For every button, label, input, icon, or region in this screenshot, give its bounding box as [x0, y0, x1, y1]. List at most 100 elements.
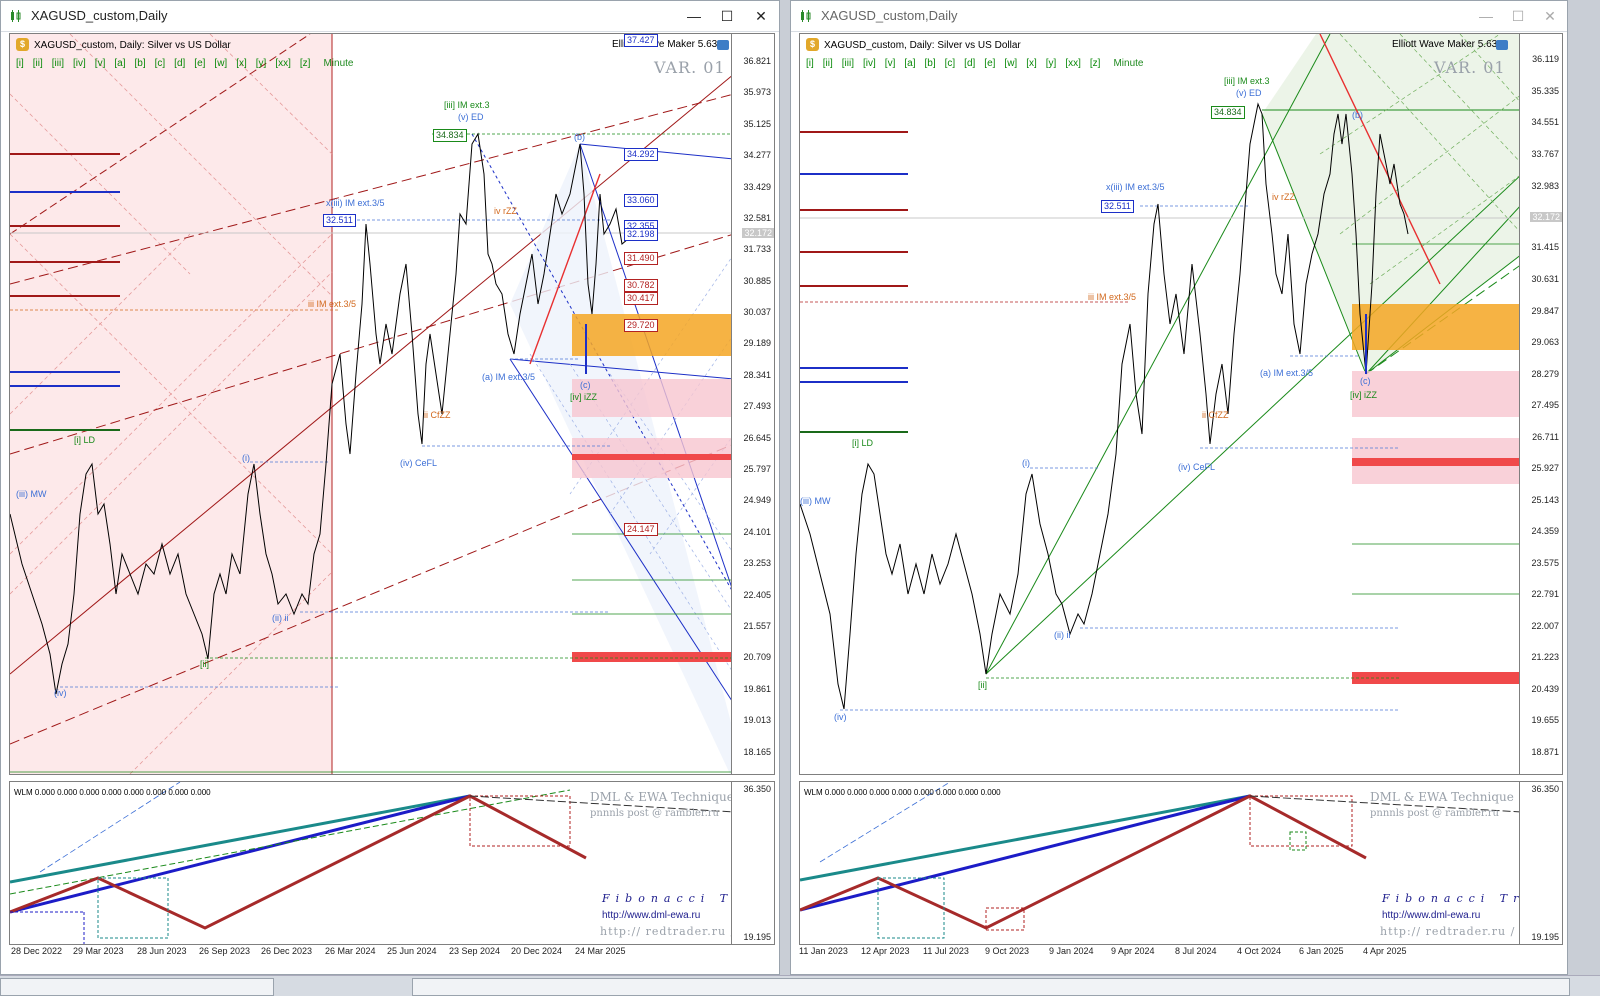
maximize-button[interactable]: ☐: [1511, 8, 1525, 24]
time-axis[interactable]: 28 Dec 2022 29 Mar 2023 28 Jun 2023 26 S…: [9, 946, 775, 962]
wave-label: (i): [1022, 458, 1030, 468]
wave-label: ii CfZZ: [1202, 410, 1229, 420]
wlm-plot[interactable]: [10, 782, 734, 944]
footer-link-redtrader[interactable]: http:// redtrader.ru /: [600, 925, 736, 938]
wave-button[interactable]: [b]: [924, 58, 936, 69]
candle-chart-icon: [11, 10, 21, 22]
price-tick: 29.189: [743, 338, 771, 348]
wave-button[interactable]: [x]: [1026, 58, 1037, 69]
date-tick: 26 Sep 2023: [199, 946, 251, 956]
price-tick: 24.949: [743, 495, 771, 505]
window-title: XAGUSD_custom,Daily: [821, 8, 958, 23]
indicator-name: Elliott Wave Maker 5.63: [612, 39, 718, 50]
sub-axis-tick: 36.350: [743, 784, 771, 794]
window-titlebar[interactable]: XAGUSD_custom,Daily — ☐ ✕: [791, 1, 1567, 32]
wave-button[interactable]: [v]: [94, 58, 106, 69]
wave-label: (ii) ii: [272, 613, 289, 623]
price-tick: 33.767: [1531, 149, 1559, 159]
chart-window-left[interactable]: XAGUSD_custom,Daily — ☐ ✕: [0, 0, 780, 975]
price-tick: 31.733: [743, 244, 771, 254]
minimize-button[interactable]: —: [687, 8, 701, 24]
price-series: [10, 132, 629, 695]
footer-link-dml[interactable]: http://www.dml-ewa.ru: [602, 910, 701, 921]
price-plot[interactable]: [800, 34, 1522, 774]
footer-link-dml[interactable]: http://www.dml-ewa.ru: [1382, 910, 1481, 921]
wave-button[interactable]: [xx]: [1065, 58, 1081, 69]
minute-degree-button[interactable]: Minute: [323, 58, 354, 69]
wave-label: ii CfZZ: [424, 410, 451, 420]
chart-tab[interactable]: [412, 978, 1570, 996]
price-tick: 20.439: [1531, 684, 1559, 694]
wave-label: (a) IM ext.3/5: [482, 372, 536, 382]
symbol-description: XAGUSD_custom, Daily: Silver vs US Dolla…: [34, 40, 231, 51]
level-label: 30.782: [624, 279, 658, 292]
close-button[interactable]: ✕: [1544, 8, 1556, 24]
price-tick: 28.341: [743, 370, 771, 380]
wave-button[interactable]: [w]: [214, 58, 228, 69]
wave-button[interactable]: [iii]: [51, 58, 65, 69]
indicator-subwindow[interactable]: WLM 0.000 0.000 0.000 0.000 0.000 0.000 …: [799, 781, 1563, 945]
level-label: 30.417: [624, 292, 658, 305]
price-tick: 30.037: [743, 307, 771, 317]
graduation-cap-icon[interactable]: [1496, 40, 1508, 50]
wave-button[interactable]: [iv]: [73, 58, 86, 69]
wlm-values: WLM 0.000 0.000 0.000 0.000 0.000 0.000 …: [14, 788, 211, 797]
wave-label: (v) ED: [1236, 88, 1262, 98]
chart-window-right[interactable]: XAGUSD_custom,Daily — ☐ ✕: [790, 0, 1568, 975]
price-tick: 29.063: [1531, 337, 1559, 347]
wlm-plot[interactable]: [800, 782, 1522, 944]
wave-button[interactable]: [ii]: [822, 58, 833, 69]
price-axis[interactable]: 36.119 35.335 34.551 33.767 32.983 32.17…: [1519, 34, 1562, 774]
wave-button[interactable]: [y]: [255, 58, 267, 69]
minimize-button[interactable]: —: [1479, 8, 1493, 24]
wave-button[interactable]: [xx]: [275, 58, 291, 69]
chart-main-pane[interactable]: $ XAGUSD_custom, Daily: Silver vs US Dol…: [9, 33, 775, 775]
wave-button[interactable]: [z]: [299, 58, 311, 69]
wave-button[interactable]: [iii]: [841, 58, 855, 69]
wave-button[interactable]: [e]: [194, 58, 206, 69]
wave-button[interactable]: [b]: [134, 58, 146, 69]
chart-tab[interactable]: [0, 978, 274, 996]
date-tick: 4 Oct 2024: [1237, 946, 1282, 956]
minute-degree-button[interactable]: Minute: [1113, 58, 1144, 69]
price-plot[interactable]: [10, 34, 734, 774]
window-titlebar[interactable]: XAGUSD_custom,Daily — ☐ ✕: [1, 1, 779, 32]
window-title: XAGUSD_custom,Daily: [31, 8, 168, 23]
symbol-description: XAGUSD_custom, Daily: Silver vs US Dolla…: [824, 40, 1021, 51]
wave-button[interactable]: [e]: [984, 58, 996, 69]
price-tick: 35.335: [1531, 86, 1559, 96]
date-tick: 8 Jul 2024: [1175, 946, 1217, 956]
chart-main-pane[interactable]: $ XAGUSD_custom, Daily: Silver vs US Dol…: [799, 33, 1563, 775]
wave-button[interactable]: [i]: [806, 58, 814, 69]
maximize-button[interactable]: ☐: [720, 8, 734, 24]
footer-link-redtrader[interactable]: http:// redtrader.ru /: [1380, 925, 1516, 938]
price-tick: 26.645: [743, 433, 771, 443]
price-tick: 30.631: [1531, 274, 1559, 284]
wave-button[interactable]: [x]: [236, 58, 247, 69]
wave-button[interactable]: [c]: [944, 58, 956, 69]
graduation-cap-icon[interactable]: [717, 40, 729, 50]
wave-button[interactable]: [ii]: [32, 58, 43, 69]
wave-button[interactable]: [a]: [114, 58, 126, 69]
footer-email: pnnnls post @ rambler.ru: [590, 808, 719, 819]
price-axis[interactable]: 36.821 35.973 35.125 34.277 33.429 32.58…: [731, 34, 774, 774]
wave-button[interactable]: [d]: [964, 58, 976, 69]
wave-button[interactable]: [d]: [174, 58, 186, 69]
wave-button[interactable]: [i]: [16, 58, 24, 69]
date-tick: 11 Jan 2023: [799, 946, 848, 956]
indicator-subwindow[interactable]: WLM 0.000 0.000 0.000 0.000 0.000 0.000 …: [9, 781, 775, 945]
wave-button[interactable]: [a]: [904, 58, 916, 69]
wave-button[interactable]: [w]: [1004, 58, 1018, 69]
wave-button[interactable]: [z]: [1089, 58, 1101, 69]
price-tick: 33.429: [743, 182, 771, 192]
sub-axis: 36.350 19.195: [1519, 782, 1562, 944]
wave-button[interactable]: [c]: [154, 58, 166, 69]
current-price-tag: 32.172: [1530, 212, 1562, 222]
close-button[interactable]: ✕: [755, 8, 767, 24]
wave-button[interactable]: [iv]: [863, 58, 876, 69]
wave-degree-toolbar: [i] [ii] [iii] [iv] [v] [a] [b] [c] [d] [e] [w] [x]…: [16, 58, 362, 69]
price-tick: 36.821: [743, 56, 771, 66]
time-axis[interactable]: 11 Jan 2023 12 Apr 2023 11 Jul 2023 9 Oc…: [799, 946, 1563, 962]
wave-button[interactable]: [v]: [884, 58, 896, 69]
wave-button[interactable]: [y]: [1045, 58, 1057, 69]
